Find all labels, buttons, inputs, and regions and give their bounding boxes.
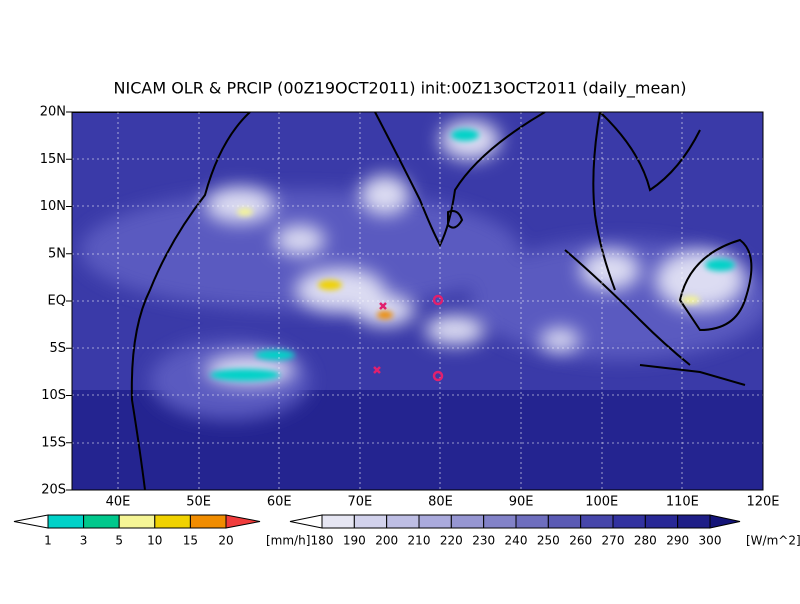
legend-arrow-right — [225, 514, 261, 529]
lon-label: 80E — [428, 495, 453, 510]
legend-box — [677, 514, 711, 529]
lon-label: 90E — [509, 495, 534, 510]
legend-box — [189, 514, 227, 529]
legend-label: 200 — [375, 534, 398, 548]
lat-label: 15S — [41, 435, 66, 450]
lat-label: 5N — [48, 246, 66, 261]
legend-box — [83, 514, 120, 529]
legend-box — [580, 514, 614, 529]
lon-label: 60E — [267, 495, 292, 510]
legend-label: 5 — [115, 534, 123, 548]
legend-box — [353, 514, 388, 529]
legend-label: 240 — [505, 534, 528, 548]
legend-label: 270 — [602, 534, 625, 548]
legend-box — [418, 514, 452, 529]
lon-label: 110E — [666, 495, 699, 510]
legend-label: 280 — [634, 534, 657, 548]
lon-label: 40E — [106, 495, 131, 510]
legend-label: 190 — [343, 534, 366, 548]
legend-box — [547, 514, 582, 529]
lat-label: 20N — [40, 105, 66, 120]
legend-label: 15 — [183, 534, 198, 548]
legend-label: 290 — [666, 534, 689, 548]
lat-label: 10N — [40, 199, 66, 214]
lat-label: 5S — [49, 341, 66, 356]
legend-arrow-right — [709, 514, 741, 529]
legend-label: 180 — [311, 534, 334, 548]
markers — [373, 294, 444, 382]
legend-box — [612, 514, 646, 529]
legend-label: 300 — [699, 534, 722, 548]
map-title: NICAM OLR & PRCIP (00Z19OCT2011) init:00… — [114, 79, 687, 99]
legend-label: 210 — [408, 534, 431, 548]
legend-label: 220 — [440, 534, 463, 548]
legend-box — [483, 514, 517, 529]
legend-label: 20 — [218, 534, 233, 548]
lon-label: 100E — [585, 495, 618, 510]
lat-label: EQ — [48, 294, 66, 309]
legend-label: 10 — [147, 534, 162, 548]
legend-unit: [mm/h] — [266, 534, 310, 548]
legend-label: 260 — [569, 534, 592, 548]
lon-label: 70E — [347, 495, 372, 510]
legend-box — [644, 514, 679, 529]
legend-box — [47, 514, 85, 529]
legend-box — [450, 514, 485, 529]
legend-arrow-left — [13, 514, 49, 529]
legend-box — [321, 514, 355, 529]
lon-label: 50E — [186, 495, 211, 510]
legend-unit: [W/m^2] — [746, 534, 800, 548]
legend-label: 1 — [44, 534, 52, 548]
legend-box — [386, 514, 420, 529]
legend-label: 230 — [472, 534, 495, 548]
lat-label: 15N — [40, 152, 66, 167]
grid — [72, 112, 763, 490]
legend-label: 3 — [80, 534, 88, 548]
legend-box — [515, 514, 549, 529]
legend-label: 250 — [537, 534, 560, 548]
legend-box — [154, 514, 191, 529]
legend-arrow-left — [289, 514, 323, 529]
map-field — [72, 112, 763, 490]
legend-box — [118, 514, 156, 529]
lat-label: 10S — [41, 388, 66, 403]
lat-label: 20S — [41, 483, 66, 498]
lon-label: 120E — [746, 495, 779, 510]
